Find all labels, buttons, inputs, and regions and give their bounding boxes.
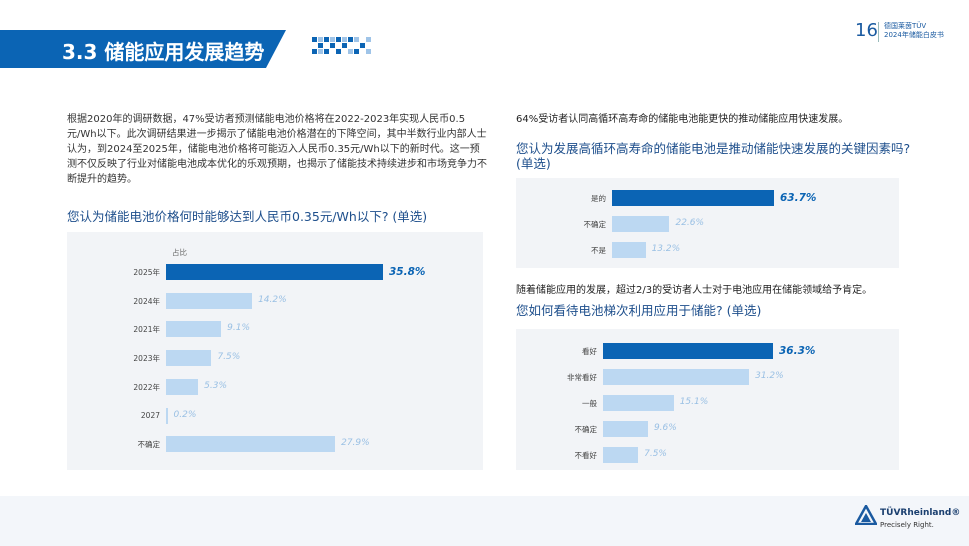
chart2-question: 您认为发展高循环高寿命的储能电池是推动储能快速发展的关键因素吗? (单选)	[516, 141, 911, 171]
chart3-value-label: 31.2%	[755, 371, 784, 381]
footer-tagline: Precisely Right.	[880, 521, 934, 529]
chart3-bar	[603, 369, 750, 385]
chart3-value-label: 36.3%	[779, 345, 816, 357]
tuv-triangle-logo-icon	[855, 505, 877, 525]
chart1-bar	[166, 407, 168, 424]
chart2-bar	[612, 190, 774, 206]
pixel-decoration-icon	[312, 37, 371, 54]
chart1-value-label: 35.8%	[389, 266, 426, 278]
chart2-value-label: 13.2%	[651, 244, 681, 254]
chart1-category-label: 2022年	[133, 382, 160, 392]
chart1-value-label: 14.2%	[258, 294, 287, 305]
chart3-category-label: 看好	[582, 347, 597, 356]
chart3-question: 您如何看待电池梯次利用应用于储能? (单选)	[516, 303, 762, 318]
section-title-bar	[0, 30, 286, 68]
chart1-category-label: 2027	[140, 410, 160, 420]
chart1-value-label: 0.2%	[173, 409, 197, 420]
chart2-category-label: 不确定	[583, 220, 607, 229]
chart2-category-label: 是的	[591, 194, 606, 203]
footer-band	[0, 496, 969, 546]
chart3-value-label: 7.5%	[644, 449, 667, 459]
chart1-bar	[166, 350, 212, 367]
chart1-bar	[166, 292, 253, 309]
chart3-category-label: 一般	[582, 399, 597, 408]
header-meta: 德国莱茵TÜV 2024年储能白皮书	[884, 22, 944, 40]
statement-2: 随着储能应用的发展，超过2/3的受访者人士对于电池应用在储能领域给予肯定。	[516, 285, 873, 296]
chart1-value-label: 7.5%	[217, 352, 241, 363]
chart3-category-label: 不确定	[574, 425, 598, 434]
header-org: 德国莱茵TÜV	[884, 22, 927, 30]
chart3-category-label: 不看好	[574, 451, 598, 460]
chart2-bar	[612, 216, 670, 232]
page-number: 16	[855, 20, 878, 41]
chart3-bar	[603, 395, 674, 411]
chart3-value-label: 9.6%	[653, 423, 677, 433]
chart1-axis-label: 占比	[172, 248, 187, 257]
header-divider	[878, 22, 879, 42]
chart1-bar	[166, 436, 336, 453]
chart3-category-label: 非常看好	[567, 373, 597, 382]
chart3-bar	[603, 421, 648, 437]
chart1-value-label: 5.3%	[204, 380, 227, 391]
chart1-bar	[166, 264, 383, 280]
chart3-value-label: 15.1%	[679, 397, 709, 407]
chart1-bar	[166, 378, 199, 395]
statement-1: 64%受访者认同高循环高寿命的储能电池能更快的推动储能应用快速发展。	[516, 114, 849, 125]
chart1-question: 您认为储能电池价格何时能够达到人民币0.35元/Wh以下? (单选)	[67, 209, 428, 224]
chart1-category-label: 2025年	[133, 268, 160, 277]
chart3-bar	[603, 343, 773, 359]
header-report: 2024年储能白皮书	[884, 31, 944, 39]
chart2-value-label: 63.7%	[780, 192, 817, 204]
chart1-bar	[166, 321, 222, 338]
chart1-category-label: 2021年	[133, 325, 160, 335]
chart1-value-label: 27.9%	[341, 438, 370, 449]
section-title: 3.3 储能应用发展趋势	[62, 40, 265, 64]
chart2-bar	[612, 242, 646, 258]
chart1-category-label: 2023年	[133, 354, 160, 364]
footer-logo-text: TÜVRheinland®	[880, 508, 961, 518]
chart1-value-label: 9.1%	[227, 323, 251, 334]
intro-paragraph: 根据2020年的调研数据，47%受访者预测储能电池价格将在2022-2023年实…	[67, 114, 487, 185]
chart3-bar	[603, 447, 639, 463]
chart2-value-label: 22.6%	[675, 218, 705, 228]
chart1-category-label: 2024年	[133, 296, 160, 306]
chart2-category-label: 不是	[591, 246, 606, 255]
chart1-category-label: 不确定	[137, 440, 161, 450]
